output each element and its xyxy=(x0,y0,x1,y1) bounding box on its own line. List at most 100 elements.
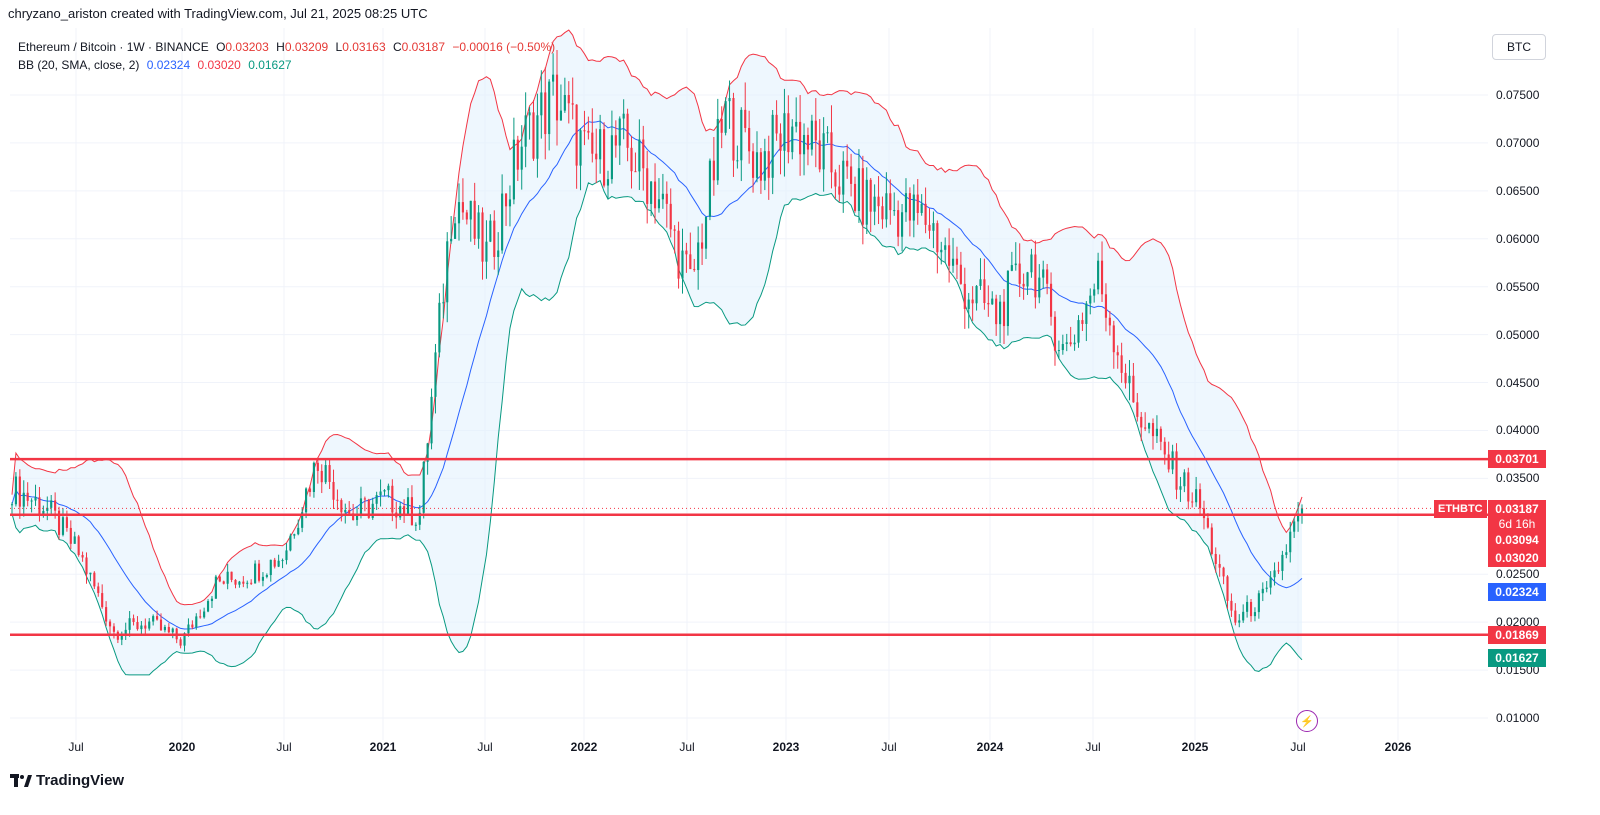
candle-body xyxy=(834,172,837,187)
candle-body xyxy=(771,114,774,178)
candle-body xyxy=(46,507,49,511)
close-label: C0.03187 xyxy=(392,40,446,54)
candle-body xyxy=(277,560,280,567)
candle-body xyxy=(1136,402,1139,417)
candle-body xyxy=(1073,342,1076,345)
candle-body xyxy=(1057,350,1060,352)
candle-body xyxy=(995,298,998,325)
candle-body xyxy=(316,462,319,471)
candle-body xyxy=(191,624,194,628)
candle-body xyxy=(485,241,488,262)
price-chart-svg[interactable] xyxy=(10,28,1488,740)
candle-body xyxy=(928,224,931,231)
candle-body xyxy=(336,499,339,501)
candle-body xyxy=(1089,295,1092,304)
candle-body xyxy=(14,476,17,505)
time-tick-label: Jul xyxy=(1085,740,1101,754)
tradingview-brand[interactable]: TradingView xyxy=(10,772,124,789)
candle-body xyxy=(477,212,480,239)
candle-body xyxy=(238,581,241,585)
candle-body xyxy=(897,210,900,237)
candle-body xyxy=(948,245,951,266)
candle-body xyxy=(987,303,990,305)
candle-body xyxy=(571,103,574,105)
candle-body xyxy=(187,624,190,634)
candle-body xyxy=(904,193,908,213)
candle-body xyxy=(579,130,582,166)
candle-body xyxy=(646,168,649,204)
candle-body xyxy=(575,104,578,166)
candle-body xyxy=(1002,301,1006,327)
currency-button[interactable]: BTC xyxy=(1492,34,1546,60)
candle-body xyxy=(442,302,445,304)
candle-body xyxy=(289,535,292,551)
candle-body xyxy=(1100,260,1104,295)
price-axis[interactable]: 0.07500 0.07000 0.06500 0.06000 0.05500 0.050… xyxy=(1488,28,1600,740)
candle-body xyxy=(1195,489,1198,503)
candle-body xyxy=(544,92,547,135)
time-tick-label: 2023 xyxy=(772,740,800,754)
candle-body xyxy=(301,512,304,528)
bb-upper-label: 0.03020 xyxy=(1488,549,1546,567)
candle-body xyxy=(1246,601,1249,612)
candle-body xyxy=(320,470,323,483)
candle-body xyxy=(979,279,982,286)
candle-body xyxy=(379,491,382,496)
candle-body xyxy=(1140,416,1143,428)
candle-body xyxy=(148,621,151,629)
candle-body xyxy=(493,220,496,257)
candle-body xyxy=(105,607,108,622)
candle-body xyxy=(720,118,723,133)
candle-body xyxy=(614,135,617,146)
candle-body xyxy=(951,258,955,266)
candle-body xyxy=(751,151,755,178)
candle-body xyxy=(297,527,300,535)
candle-body xyxy=(940,249,943,253)
lightning-bolt-icon[interactable]: ⚡ xyxy=(1296,710,1318,732)
candle-body xyxy=(352,513,355,521)
time-tick-label: 2025 xyxy=(1181,740,1209,754)
candle-body xyxy=(1265,587,1268,589)
candle-body xyxy=(410,497,414,526)
candle-body xyxy=(136,621,139,630)
candle-body xyxy=(226,571,229,584)
candle-body xyxy=(38,497,41,514)
candle-body xyxy=(414,524,417,526)
candle-body xyxy=(304,488,308,513)
candle-body xyxy=(524,115,527,147)
candle-body xyxy=(908,193,911,221)
candle-body xyxy=(1273,570,1276,578)
candle-body xyxy=(222,581,225,584)
symbol-title[interactable]: Ethereum / Bitcoin · 1W · BINANCE xyxy=(18,40,209,54)
candle-body xyxy=(775,114,778,134)
candle-body xyxy=(1289,531,1292,553)
candle-body xyxy=(708,160,712,217)
time-tick-label: 2021 xyxy=(369,740,397,754)
candle-body xyxy=(1218,563,1221,568)
candle-body xyxy=(665,193,668,204)
candle-body xyxy=(567,94,570,104)
candle-body xyxy=(1038,277,1041,298)
hline-top-label: 0.03701 xyxy=(1488,450,1546,468)
bb-lower-value: 0.01627 xyxy=(248,58,292,72)
candle-body xyxy=(1183,472,1186,487)
candle-body xyxy=(257,563,261,581)
candle-body xyxy=(740,109,743,161)
chart-area[interactable] xyxy=(10,28,1488,740)
candle-body xyxy=(618,118,621,146)
candle-body xyxy=(1042,269,1045,278)
candle-body xyxy=(1053,316,1057,351)
candle-body xyxy=(124,629,127,636)
candle-body xyxy=(1026,272,1029,287)
candle-body xyxy=(1198,489,1202,509)
candle-body xyxy=(1238,620,1241,623)
bb-indicator-label[interactable]: BB (20, SMA, close, 2) xyxy=(18,58,140,72)
candle-body xyxy=(532,112,535,159)
time-axis[interactable]: Jul 2020 Jul 2021 Jul 2022 Jul 2023 Jul 2024 Jul 20… xyxy=(10,740,1488,760)
candle-body xyxy=(328,465,331,482)
candle-body xyxy=(1065,342,1068,344)
candle-body xyxy=(501,193,504,251)
candle-body xyxy=(461,202,464,213)
candle-body xyxy=(673,229,676,231)
candle-body xyxy=(802,134,806,155)
